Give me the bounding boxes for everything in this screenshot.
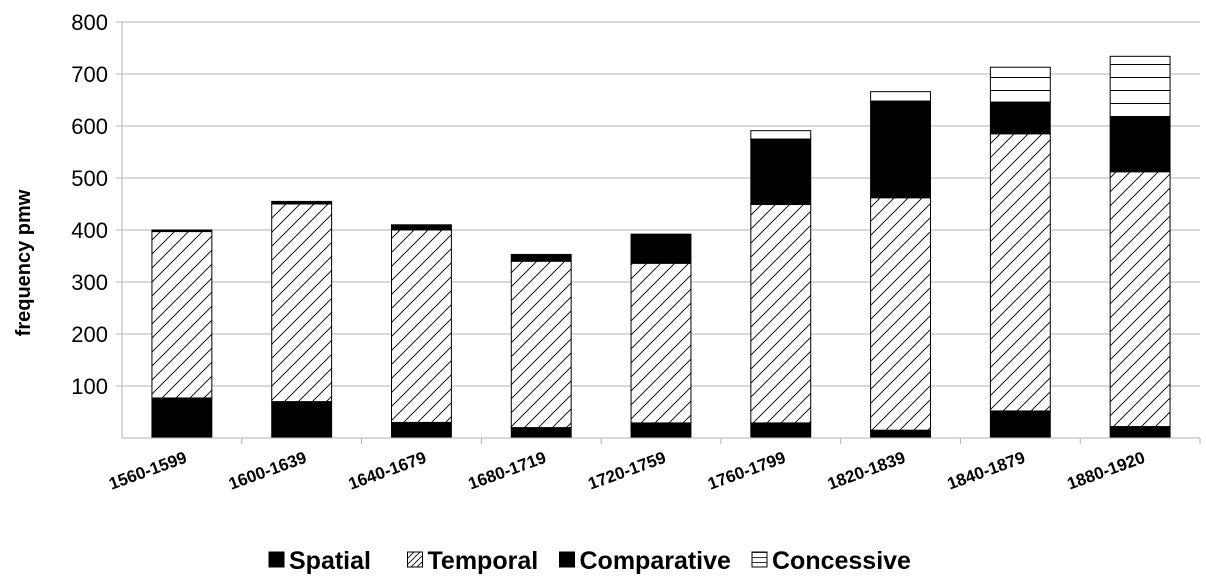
bar-spatial-1600-1639	[271, 401, 333, 439]
y-tick-label-700: 700	[71, 62, 108, 87]
bar-temporal-1640-1679	[391, 229, 452, 423]
bar-spatial-1680-1719	[510, 427, 572, 439]
bar-comparative-1640-1679	[391, 224, 452, 231]
legend-swatch-temporal	[407, 551, 423, 568]
bar-concessive-1880-1920	[1109, 55, 1171, 118]
legend-swatch-concessive	[751, 551, 768, 568]
legend-swatch-comparative	[559, 551, 575, 568]
bars	[151, 55, 1171, 439]
y-tick-label-300: 300	[71, 270, 108, 295]
legend-label-spatial: Spatial	[289, 547, 371, 575]
x-axis-ticks: 1560-1599 1600-1639 1640-1679 1680-1719 1720…	[106, 438, 1201, 494]
bar-temporal-1820-1839	[870, 197, 931, 431]
x-tick-label-1720-1759: 1720-1759	[585, 448, 668, 494]
legend-label-comparative: Comparative	[580, 547, 732, 575]
bar-comparative-1840-1879	[989, 101, 1051, 135]
y-tick-label-800: 800	[71, 10, 108, 35]
bar-comparative-1560-1599	[151, 229, 213, 233]
bar-concessive-1840-1879	[989, 66, 1051, 103]
bar-temporal-1880-1920	[1109, 171, 1171, 428]
bar-temporal-1760-1799	[750, 204, 812, 424]
y-tick-label-100: 100	[71, 374, 108, 399]
bar-spatial-1840-1879	[989, 410, 1051, 439]
legend: Spatial Temporal Comparative Concessive	[268, 547, 911, 575]
y-tick-label-600: 600	[71, 114, 108, 139]
y-axis-ticks: 100 200 300 400 500 600 700 800	[71, 10, 108, 399]
bar-concessive-1760-1799	[750, 130, 812, 140]
x-tick-label-1680-1719: 1680-1719	[466, 448, 549, 494]
bar-temporal-1680-1719	[510, 260, 572, 429]
bar-comparative-1680-1719	[510, 253, 572, 262]
x-tick-label-1840-1879: 1840-1879	[945, 448, 1028, 494]
y-axis-title: frequency pmw	[13, 189, 35, 336]
x-tick-label-1640-1679: 1640-1679	[346, 448, 429, 494]
y-tick-label-200: 200	[71, 322, 108, 347]
bar-temporal-1840-1879	[989, 133, 1051, 412]
bar-spatial-1820-1839	[870, 429, 931, 439]
bar-comparative-1820-1839	[870, 100, 931, 199]
bar-spatial-1760-1799	[750, 422, 812, 439]
x-tick-label-1600-1639: 1600-1639	[226, 448, 309, 494]
bar-spatial-1640-1679	[391, 421, 452, 439]
x-tick-label-1880-1920: 1880-1920	[1065, 448, 1148, 494]
bar-comparative-1720-1759	[630, 233, 692, 264]
axes	[121, 22, 1200, 439]
x-tick-label-1560-1599: 1560-1599	[106, 448, 189, 494]
bar-temporal-1560-1599	[151, 231, 213, 399]
bar-concessive-1820-1839	[870, 91, 931, 102]
bar-comparative-1760-1799	[750, 138, 812, 206]
legend-label-concessive: Concessive	[772, 547, 911, 575]
y-tick-label-500: 500	[71, 166, 108, 191]
x-tick-label-1820-1839: 1820-1839	[825, 448, 908, 494]
bar-comparative-1600-1639	[271, 200, 333, 205]
bar-comparative-1880-1920	[1109, 116, 1171, 173]
bar-temporal-1600-1639	[271, 203, 333, 403]
legend-swatch-spatial	[268, 551, 285, 568]
bar-spatial-1720-1759	[630, 422, 692, 439]
legend-label-temporal: Temporal	[428, 547, 539, 575]
bar-spatial-1880-1920	[1109, 426, 1171, 439]
y-tick-label-400: 400	[71, 218, 108, 243]
bar-spatial-1560-1599	[151, 397, 213, 439]
bar-temporal-1720-1759	[630, 262, 692, 424]
x-tick-label-1760-1799: 1760-1799	[705, 448, 788, 494]
